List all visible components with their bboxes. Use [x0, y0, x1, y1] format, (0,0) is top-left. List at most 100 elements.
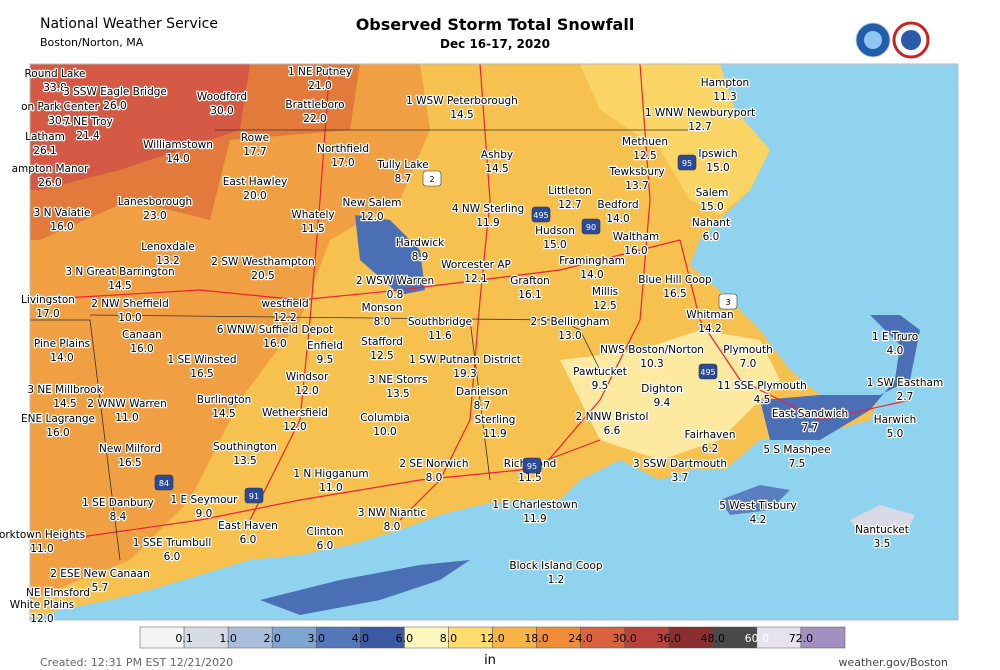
station-name: ampton Manor — [12, 163, 89, 175]
station-name: Ashby — [481, 149, 513, 161]
station-value: 14.5 — [108, 280, 131, 292]
station-name: 1 SE Winsted — [167, 354, 236, 366]
station-value: 13.5 — [233, 455, 256, 467]
station-name: East Sandwich — [772, 408, 848, 420]
station-value: 26.1 — [33, 145, 56, 157]
station-name: orktown Heights — [0, 529, 85, 541]
noaa-logo-inner — [864, 31, 882, 49]
station-value: 10.0 — [118, 312, 141, 324]
station-name: Blue Hill Coop — [638, 274, 712, 286]
zone-8-12-ne — [580, 64, 770, 215]
station-value: 26.0 — [103, 100, 126, 112]
station-value: 16.1 — [518, 289, 541, 301]
station-value: 7.7 — [802, 422, 819, 434]
legend-label: 0.1 — [175, 632, 193, 645]
station-value: 6.0 — [703, 231, 720, 243]
station-value: 21.4 — [76, 130, 100, 142]
station-value: 5.0 — [887, 428, 904, 440]
station-value: 17.0 — [36, 308, 59, 320]
station-name: 3 NW Niantic — [358, 507, 426, 519]
station-name: Whately — [291, 209, 334, 221]
station-value: 8.4 — [110, 511, 127, 523]
station-value: 17.7 — [243, 146, 266, 158]
station-name: Framingham — [559, 255, 625, 267]
station-value: 21.0 — [308, 80, 331, 92]
station-name: Monson — [362, 302, 403, 314]
station-value: 14.0 — [166, 153, 189, 165]
station-name: Wethersfield — [262, 407, 328, 419]
station-name: Salem — [696, 187, 729, 199]
station-value: 8.9 — [412, 251, 429, 263]
station-name: 1 N Higganum — [293, 468, 368, 480]
station-value: 12.7 — [558, 199, 581, 211]
station-name: Block Island Coop — [509, 560, 602, 572]
station-value: 22.0 — [303, 113, 326, 125]
station-value: 26.0 — [38, 177, 61, 189]
station-value: 6.6 — [604, 425, 621, 437]
station-name: 5 West Tisbury — [719, 500, 797, 512]
station-name: Hardwick — [396, 237, 445, 249]
station-value: 11.6 — [428, 330, 452, 342]
station-name: Southington — [213, 441, 277, 453]
station-value: 6.0 — [240, 534, 257, 546]
route-shield — [718, 293, 738, 310]
station-name: NE Elmsford — [26, 587, 90, 599]
station-name: Danielson — [456, 386, 508, 398]
station-value: 9.4 — [654, 397, 671, 409]
station-name: Plymouth — [723, 344, 773, 356]
station-value: 13.2 — [156, 255, 179, 267]
station-name: Livingston — [21, 294, 75, 306]
legend-label: 24.0 — [568, 632, 593, 645]
station-value: 11.9 — [483, 428, 506, 440]
station-value: 15.0 — [700, 201, 723, 213]
station-name: Hampton — [701, 77, 749, 89]
station-value: 12.0 — [283, 421, 306, 433]
station-value: 4.0 — [887, 345, 904, 357]
route-shield — [244, 487, 264, 504]
station-value: 8.0 — [374, 316, 391, 328]
route-shield — [154, 474, 174, 491]
station-name: Williamstown — [143, 139, 213, 151]
cape-cod — [760, 315, 920, 440]
station-name: New Milford — [99, 443, 161, 455]
station-name: New Salem — [343, 197, 402, 209]
nws-logo-inner — [901, 30, 921, 50]
station-name: Nahant — [692, 217, 730, 229]
station-value: 19.3 — [453, 368, 476, 380]
station-value: 17.0 — [331, 157, 354, 169]
zone-24-30 — [30, 64, 250, 190]
route-shield — [422, 170, 442, 187]
legend-label: 12.0 — [480, 632, 505, 645]
station-value: 14.5 — [212, 408, 235, 420]
legend-label: 72.0 — [789, 632, 814, 645]
legend-unit: in — [484, 653, 496, 668]
station-value: 6.0 — [164, 551, 181, 563]
station-name: 2 WNW Warren — [87, 398, 166, 410]
station-value: 4.5 — [754, 394, 771, 406]
station-value: 6.2 — [702, 443, 719, 455]
station-value: 33.8 — [43, 82, 66, 94]
station-name: 2 NNW Bristol — [576, 411, 649, 423]
legend-label: 18.0 — [524, 632, 549, 645]
station-name: 3 N Valatie — [34, 207, 91, 219]
station-name: 3 SSW Eagle Bridge — [63, 86, 167, 98]
station-value: 12.0 — [30, 613, 53, 625]
station-name: Millis — [592, 286, 618, 298]
marthas-vineyard — [720, 485, 790, 515]
station-value: 11.0 — [115, 412, 138, 424]
station-name: 1 SSE Trumbull — [133, 537, 212, 549]
station-value: 11.3 — [713, 91, 736, 103]
station-name: 2 SE Norwich — [399, 458, 468, 470]
station-name: 3 SSW Dartmouth — [633, 458, 727, 470]
legend-label: 6.0 — [396, 632, 414, 645]
location: Boston/Norton, MA — [40, 36, 144, 49]
route-number: 495 — [700, 368, 715, 377]
station-name: Bedford — [597, 199, 638, 211]
station-value: 15.0 — [706, 162, 729, 174]
station-value: 3.5 — [874, 538, 891, 550]
station-name: Woodford — [197, 91, 247, 103]
station-name: Enfield — [307, 340, 343, 352]
route-number: 2 — [429, 175, 434, 184]
station-value: 14.0 — [580, 269, 603, 281]
